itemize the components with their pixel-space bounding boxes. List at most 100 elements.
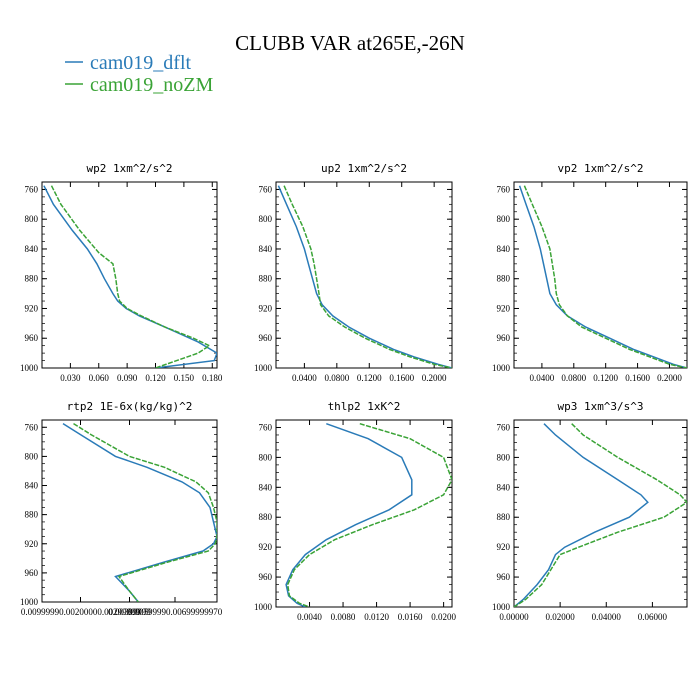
legend-label-nozm: cam019_noZM: [90, 74, 214, 96]
y-tick-label: 960: [259, 572, 273, 582]
y-tick-label: 840: [259, 244, 273, 254]
y-tick-label: 920: [25, 539, 39, 549]
series-line-nozm: [514, 423, 687, 607]
legend: cam019_dflt cam019_noZM: [65, 52, 214, 96]
y-tick-label: 880: [497, 274, 511, 284]
y-tick-label: 880: [25, 274, 39, 284]
panel-6: wp3 1xm^3/s^3 760 800 840 880 920 960 10000.000…: [492, 400, 688, 622]
panel-title: wp3 1xm^3/s^3: [557, 400, 643, 413]
series-line-nozm: [283, 185, 452, 368]
series-line-dflt: [277, 185, 452, 368]
y-tick-label: 880: [259, 512, 273, 522]
panel-title: up2 1xm^2/s^2: [321, 162, 407, 175]
panel-title: thlp2 1xK^2: [328, 400, 401, 413]
y-tick-label: 960: [25, 568, 39, 578]
y-tick-label: 840: [497, 244, 511, 254]
x-tick-label: 0.1200: [593, 373, 618, 383]
x-tick-label: 0.00599990.00699999970: [128, 607, 223, 617]
y-tick-label: 1000: [254, 363, 273, 373]
panel-title: vp2 1xm^2/s^2: [557, 162, 643, 175]
x-tick-label: 0.0080: [331, 612, 356, 622]
y-tick-label: 920: [497, 303, 511, 313]
panel-2: up2 1xm^2/s^2 760 800 840 880 920 960 1000 0.040…: [254, 162, 453, 383]
panel-1: wp2 1xm^2/s^2 760 800 840 880 920 960 1000 0.030…: [20, 162, 223, 383]
series-line-dflt: [43, 185, 217, 368]
series-line-nozm: [286, 422, 452, 607]
x-tick-label: 0.0400: [530, 373, 555, 383]
panel-5: thlp2 1xK^2 760 800 840 880 920 960 1000 0.0040 0…: [254, 400, 456, 622]
y-tick-label: 1000: [20, 363, 39, 373]
y-tick-label: 920: [497, 542, 511, 552]
x-tick-label: 0.0120: [364, 612, 389, 622]
series-line-nozm: [523, 185, 687, 368]
x-tick-label: 0.00999990.00200000.00299999: [21, 607, 141, 617]
y-tick-label: 1000: [254, 602, 273, 612]
y-tick-label: 760: [25, 184, 39, 194]
panel-frame: [275, 181, 453, 369]
x-tick-label: 0.0040: [297, 612, 322, 622]
series-line-dflt: [62, 422, 217, 602]
panel-frame: [513, 181, 688, 369]
x-tick-label: 0.1200: [357, 373, 382, 383]
y-tick-label: 760: [259, 422, 273, 432]
y-tick-label: 800: [25, 451, 39, 461]
panel-frame: [275, 419, 453, 608]
x-tick-label: 0.00399999: [108, 607, 151, 617]
y-tick-label: 960: [25, 333, 39, 343]
x-tick-label: 0.00000: [499, 612, 529, 622]
x-tick-label: 0.02000: [546, 612, 576, 622]
x-tick-label: 0.2000: [657, 373, 682, 383]
y-tick-label: 960: [497, 333, 511, 343]
y-tick-label: 800: [25, 214, 39, 224]
y-tick-label: 1000: [492, 602, 511, 612]
x-tick-label: 0.0200: [431, 612, 456, 622]
y-tick-label: 840: [25, 481, 39, 491]
series-line-dflt: [514, 423, 649, 607]
y-tick-label: 760: [259, 184, 273, 194]
y-tick-label: 760: [497, 184, 511, 194]
x-tick-label: 0.120: [145, 373, 166, 383]
y-tick-label: 840: [25, 244, 39, 254]
panel-title: wp2 1xm^2/s^2: [86, 162, 172, 175]
x-tick-label: 0.1600: [389, 373, 414, 383]
x-tick-label: 0.0800: [324, 373, 349, 383]
y-tick-label: 840: [259, 482, 273, 492]
y-tick-label: 880: [259, 274, 273, 284]
y-tick-label: 760: [25, 422, 39, 432]
series-line-nozm: [50, 185, 211, 368]
x-tick-label: 0.180: [202, 373, 223, 383]
y-tick-label: 760: [497, 422, 511, 432]
x-tick-label: 0.0800: [561, 373, 586, 383]
legend-label-dflt: cam019_dflt: [90, 52, 192, 74]
y-tick-label: 880: [497, 512, 511, 522]
panels: wp2 1xm^2/s^2 760 800 840 880 920 960 1000 0.030…: [20, 162, 688, 622]
y-tick-label: 840: [497, 482, 511, 492]
x-tick-label: 0.030: [60, 373, 81, 383]
y-tick-label: 800: [259, 452, 273, 462]
x-tick-label: 0.090: [117, 373, 138, 383]
y-tick-label: 960: [259, 333, 273, 343]
x-tick-label: 0.0400: [292, 373, 317, 383]
y-tick-label: 800: [497, 452, 511, 462]
panel-title: rtp2 1E-6x(kg/kg)^2: [67, 400, 193, 413]
x-tick-label: 0.04000: [592, 612, 622, 622]
x-tick-label: 0.060: [89, 373, 110, 383]
series-line-dflt: [285, 422, 413, 607]
y-tick-label: 880: [25, 510, 39, 520]
y-tick-label: 800: [259, 214, 273, 224]
x-tick-label: 0.2000: [422, 373, 447, 383]
y-tick-label: 1000: [492, 363, 511, 373]
x-tick-label: 0.06000: [638, 612, 668, 622]
panel-frame: [513, 419, 688, 608]
y-tick-label: 800: [497, 214, 511, 224]
panel-4: rtp2 1E-6x(kg/kg)^2 760 800 840 880 920 960 100…: [20, 400, 223, 617]
y-tick-label: 960: [497, 572, 511, 582]
x-tick-label: 0.0160: [398, 612, 423, 622]
y-tick-label: 920: [259, 542, 273, 552]
series-line-dflt: [518, 185, 687, 368]
figure-title: CLUBB VAR at265E,-26N: [235, 31, 465, 55]
y-tick-label: 920: [259, 303, 273, 313]
panel-frame: [41, 181, 218, 369]
